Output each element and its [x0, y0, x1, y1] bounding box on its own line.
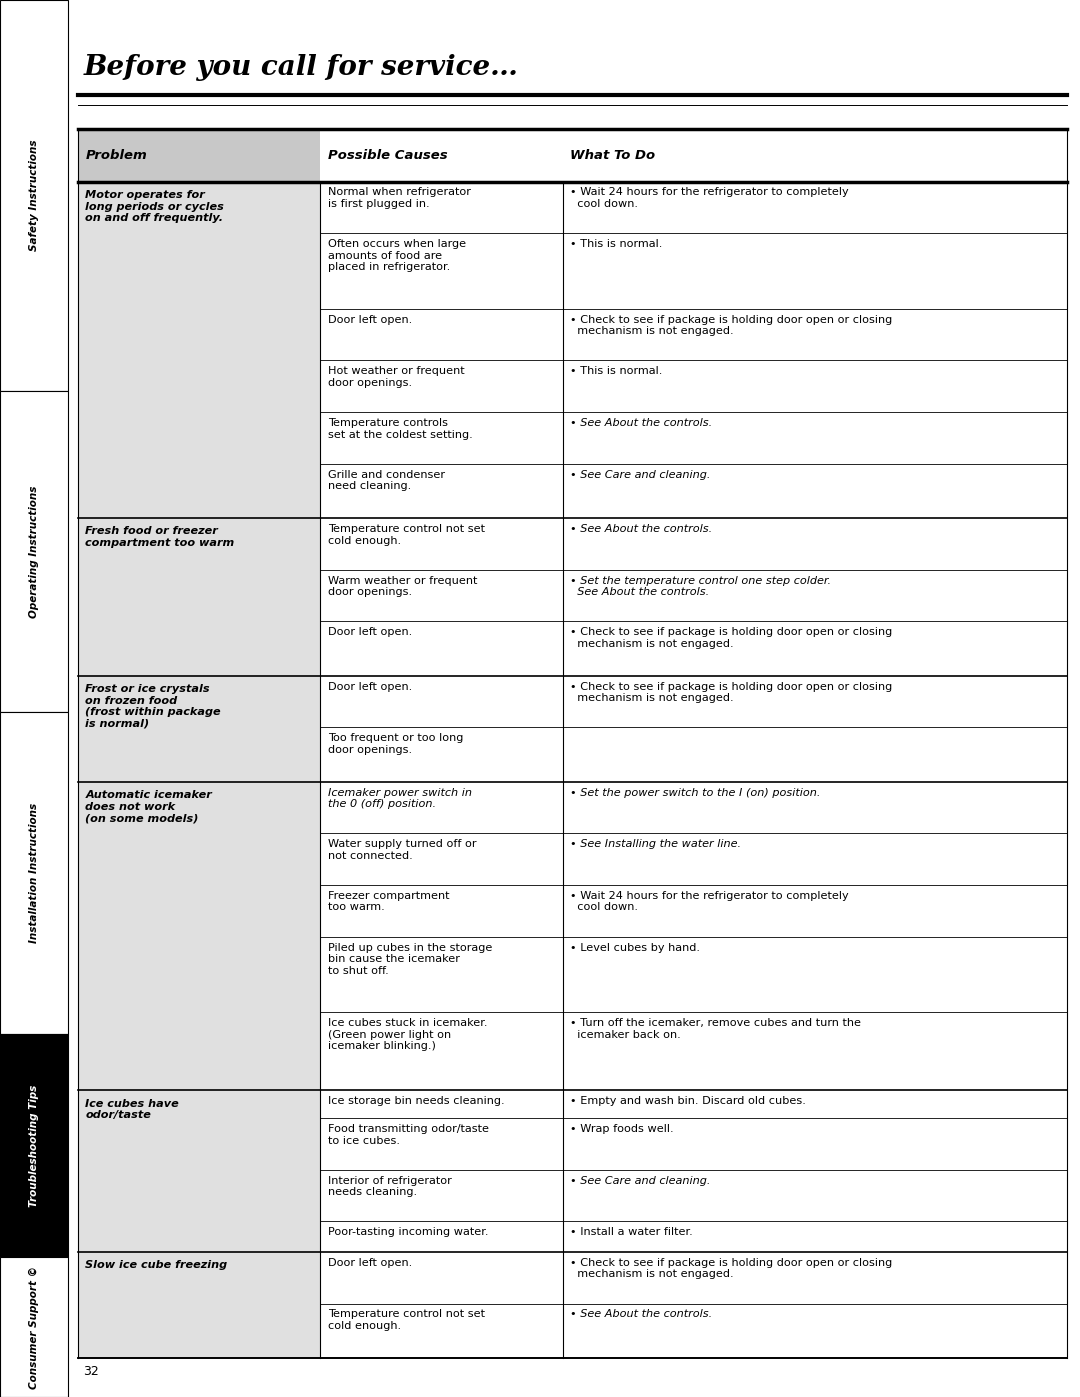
Bar — [0, 391, 68, 712]
Text: Warm weather or frequent
door openings.: Warm weather or frequent door openings. — [327, 576, 477, 597]
Bar — [0, 0, 68, 391]
Text: Problem: Problem — [85, 148, 147, 162]
Bar — [78, 782, 320, 1090]
Text: Operating Instructions: Operating Instructions — [29, 486, 39, 617]
Text: • See About the controls.: • See About the controls. — [570, 1309, 713, 1319]
Text: • This is normal.: • This is normal. — [570, 239, 662, 249]
Text: • Wait 24 hours for the refrigerator to completely
  cool down.: • Wait 24 hours for the refrigerator to … — [570, 891, 849, 912]
Text: Door left open.: Door left open. — [327, 682, 411, 692]
Text: • Turn off the icemaker, remove cubes and turn the
  icemaker back on.: • Turn off the icemaker, remove cubes an… — [570, 1018, 861, 1039]
Text: Temperature control not set
cold enough.: Temperature control not set cold enough. — [327, 524, 485, 546]
Text: Grille and condenser
need cleaning.: Grille and condenser need cleaning. — [327, 469, 445, 492]
Text: Often occurs when large
amounts of food are
placed in refrigerator.: Often occurs when large amounts of food … — [327, 239, 465, 272]
Text: • Level cubes by hand.: • Level cubes by hand. — [570, 943, 700, 953]
Text: • Check to see if package is holding door open or closing
  mechanism is not eng: • Check to see if package is holding doo… — [570, 682, 892, 703]
Text: Before you call for service…: Before you call for service… — [83, 53, 518, 81]
Text: Frost or ice crystals
on frozen food
(frost within package
is normal): Frost or ice crystals on frozen food (fr… — [85, 685, 221, 729]
Text: Automatic icemaker
does not work
(on some models): Automatic icemaker does not work (on som… — [85, 791, 212, 823]
Text: • Install a water filter.: • Install a water filter. — [570, 1228, 692, 1238]
Text: • Wrap foods well.: • Wrap foods well. — [570, 1125, 674, 1134]
Text: Motor operates for
long periods or cycles
on and off frequently.: Motor operates for long periods or cycle… — [85, 190, 225, 224]
Text: • Check to see if package is holding door open or closing
  mechanism is not eng: • Check to see if package is holding doo… — [570, 627, 892, 648]
Text: Consumer Support ©: Consumer Support © — [29, 1266, 39, 1389]
Text: Troubleshooting Tips: Troubleshooting Tips — [29, 1084, 39, 1207]
Bar — [78, 1090, 320, 1252]
Text: Possible Causes: Possible Causes — [327, 148, 447, 162]
Text: • This is normal.: • This is normal. — [570, 366, 662, 376]
Text: • Empty and wash bin. Discard old cubes.: • Empty and wash bin. Discard old cubes. — [570, 1097, 806, 1106]
Text: Normal when refrigerator
is first plugged in.: Normal when refrigerator is first plugge… — [327, 187, 471, 210]
Text: Fresh food or freezer
compartment too warm: Fresh food or freezer compartment too wa… — [85, 527, 234, 548]
Text: Piled up cubes in the storage
bin cause the icemaker
to shut off.: Piled up cubes in the storage bin cause … — [327, 943, 492, 975]
Text: Safety Instructions: Safety Instructions — [29, 140, 39, 251]
Text: Door left open.: Door left open. — [327, 314, 411, 324]
Text: Food transmitting odor/taste
to ice cubes.: Food transmitting odor/taste to ice cube… — [327, 1125, 488, 1146]
Bar — [0, 1034, 68, 1257]
Text: What To Do: What To Do — [570, 148, 656, 162]
Text: Hot weather or frequent
door openings.: Hot weather or frequent door openings. — [327, 366, 464, 388]
Text: Door left open.: Door left open. — [327, 627, 411, 637]
Text: • See Care and cleaning.: • See Care and cleaning. — [570, 1176, 711, 1186]
Text: Icemaker power switch in
the 0 (off) position.: Icemaker power switch in the 0 (off) pos… — [327, 788, 472, 809]
Bar — [78, 518, 320, 676]
Text: 32: 32 — [83, 1365, 99, 1379]
Text: • Check to see if package is holding door open or closing
  mechanism is not eng: • Check to see if package is holding doo… — [570, 314, 892, 337]
Text: Ice cubes stuck in icemaker.
(Green power light on
icemaker blinking.): Ice cubes stuck in icemaker. (Green powe… — [327, 1018, 487, 1051]
Text: • See About the controls.: • See About the controls. — [570, 524, 713, 534]
Bar — [0, 1257, 68, 1397]
Text: Installation Instructions: Installation Instructions — [29, 803, 39, 943]
Text: • Set the power switch to the I (on) position.: • Set the power switch to the I (on) pos… — [570, 788, 821, 798]
Text: Slow ice cube freezing: Slow ice cube freezing — [85, 1260, 228, 1270]
Text: Temperature controls
set at the coldest setting.: Temperature controls set at the coldest … — [327, 418, 472, 440]
Bar — [0, 712, 68, 1034]
Bar — [78, 1252, 320, 1358]
Bar — [78, 676, 320, 782]
Text: • See About the controls.: • See About the controls. — [570, 418, 713, 427]
Bar — [78, 182, 320, 518]
Text: • See Care and cleaning.: • See Care and cleaning. — [570, 469, 711, 479]
Text: Too frequent or too long
door openings.: Too frequent or too long door openings. — [327, 733, 463, 754]
Text: Interior of refrigerator
needs cleaning.: Interior of refrigerator needs cleaning. — [327, 1176, 451, 1197]
Text: Temperature control not set
cold enough.: Temperature control not set cold enough. — [327, 1309, 485, 1331]
Text: Freezer compartment
too warm.: Freezer compartment too warm. — [327, 891, 449, 912]
Text: Water supply turned off or
not connected.: Water supply turned off or not connected… — [327, 840, 476, 861]
Bar — [78, 129, 320, 182]
Text: • Wait 24 hours for the refrigerator to completely
  cool down.: • Wait 24 hours for the refrigerator to … — [570, 187, 849, 210]
Text: Ice storage bin needs cleaning.: Ice storage bin needs cleaning. — [327, 1097, 504, 1106]
Text: Poor-tasting incoming water.: Poor-tasting incoming water. — [327, 1228, 488, 1238]
Text: • Set the temperature control one step colder.
  See About the controls.: • Set the temperature control one step c… — [570, 576, 832, 597]
Text: • See Installing the water line.: • See Installing the water line. — [570, 840, 741, 849]
Text: Door left open.: Door left open. — [327, 1257, 411, 1268]
Text: • Check to see if package is holding door open or closing
  mechanism is not eng: • Check to see if package is holding doo… — [570, 1257, 892, 1280]
Text: Ice cubes have
odor/taste: Ice cubes have odor/taste — [85, 1098, 179, 1120]
